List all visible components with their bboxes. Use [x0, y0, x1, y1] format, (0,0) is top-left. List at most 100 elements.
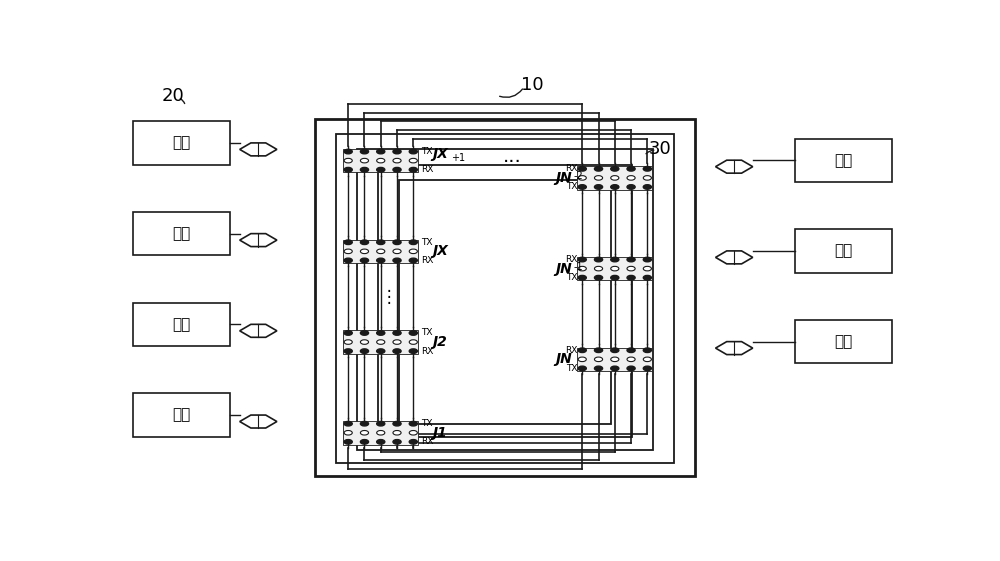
- Circle shape: [344, 249, 352, 254]
- Circle shape: [377, 349, 385, 353]
- Bar: [133, 121, 230, 164]
- Text: -2: -2: [573, 171, 583, 181]
- Circle shape: [344, 340, 352, 344]
- Circle shape: [393, 349, 401, 353]
- Text: JX: JX: [432, 245, 448, 258]
- Circle shape: [578, 266, 586, 271]
- Circle shape: [344, 349, 352, 353]
- Circle shape: [409, 167, 417, 172]
- Circle shape: [627, 348, 635, 352]
- Circle shape: [578, 176, 586, 180]
- Bar: [336, 134, 674, 463]
- Text: -1: -1: [573, 262, 583, 272]
- Circle shape: [409, 349, 417, 353]
- Circle shape: [643, 185, 651, 189]
- Text: 30: 30: [648, 140, 671, 158]
- Bar: [357, 149, 653, 449]
- Circle shape: [377, 258, 385, 263]
- Polygon shape: [716, 160, 753, 173]
- Text: JN: JN: [555, 261, 572, 275]
- Text: TX: TX: [566, 182, 577, 191]
- Text: 子板: 子板: [172, 226, 190, 241]
- Circle shape: [393, 421, 401, 426]
- Circle shape: [377, 440, 385, 444]
- Circle shape: [360, 440, 369, 444]
- Circle shape: [611, 266, 619, 271]
- Bar: [577, 166, 652, 190]
- Bar: [343, 240, 418, 263]
- Circle shape: [344, 158, 352, 163]
- Text: JN: JN: [555, 352, 572, 366]
- Circle shape: [611, 257, 619, 262]
- Polygon shape: [240, 233, 277, 247]
- Circle shape: [393, 258, 401, 263]
- Circle shape: [344, 331, 352, 335]
- Bar: [577, 347, 652, 371]
- Circle shape: [627, 266, 635, 271]
- Circle shape: [377, 167, 385, 172]
- Text: TX: TX: [421, 147, 433, 156]
- Bar: [795, 229, 892, 273]
- Circle shape: [611, 176, 619, 180]
- Circle shape: [377, 430, 385, 435]
- Circle shape: [393, 430, 401, 435]
- Circle shape: [643, 176, 651, 180]
- Text: TX: TX: [566, 273, 577, 282]
- Circle shape: [627, 257, 635, 262]
- Circle shape: [344, 440, 352, 444]
- Circle shape: [643, 167, 651, 171]
- Circle shape: [360, 258, 369, 263]
- Bar: [378, 164, 632, 436]
- Bar: [315, 119, 695, 476]
- Text: TX: TX: [566, 364, 577, 373]
- Circle shape: [611, 366, 619, 371]
- Circle shape: [409, 421, 417, 426]
- Circle shape: [578, 275, 586, 280]
- Text: JX: JX: [432, 146, 448, 160]
- Circle shape: [594, 275, 603, 280]
- Bar: [577, 257, 652, 280]
- Circle shape: [360, 249, 369, 254]
- Circle shape: [409, 240, 417, 245]
- Circle shape: [578, 348, 586, 352]
- Circle shape: [627, 176, 635, 180]
- Circle shape: [377, 240, 385, 245]
- Circle shape: [409, 331, 417, 335]
- Bar: [133, 393, 230, 436]
- Circle shape: [377, 249, 385, 254]
- Circle shape: [360, 167, 369, 172]
- Circle shape: [627, 185, 635, 189]
- Circle shape: [360, 421, 369, 426]
- Circle shape: [594, 266, 603, 271]
- Text: RX: RX: [421, 165, 434, 174]
- Text: RX: RX: [421, 347, 434, 356]
- Circle shape: [360, 340, 369, 344]
- Circle shape: [409, 149, 417, 154]
- Text: ⋮: ⋮: [381, 288, 397, 306]
- Circle shape: [611, 185, 619, 189]
- Text: RX: RX: [421, 438, 434, 447]
- Text: RX: RX: [565, 164, 577, 173]
- Circle shape: [344, 240, 352, 245]
- Text: 子板: 子板: [835, 153, 853, 168]
- Text: J2: J2: [432, 335, 447, 349]
- Circle shape: [344, 258, 352, 263]
- Circle shape: [393, 158, 401, 163]
- Circle shape: [578, 366, 586, 371]
- Text: TX: TX: [421, 329, 433, 338]
- Text: 子板: 子板: [172, 135, 190, 150]
- Circle shape: [627, 167, 635, 171]
- Circle shape: [594, 366, 603, 371]
- Circle shape: [377, 421, 385, 426]
- Circle shape: [643, 357, 651, 362]
- Circle shape: [578, 167, 586, 171]
- Bar: [795, 139, 892, 182]
- Circle shape: [627, 275, 635, 280]
- Bar: [343, 421, 418, 444]
- Text: ...: ...: [503, 147, 522, 166]
- Circle shape: [627, 357, 635, 362]
- Text: J1: J1: [432, 426, 447, 440]
- Circle shape: [360, 149, 369, 154]
- Circle shape: [643, 348, 651, 352]
- Circle shape: [578, 185, 586, 189]
